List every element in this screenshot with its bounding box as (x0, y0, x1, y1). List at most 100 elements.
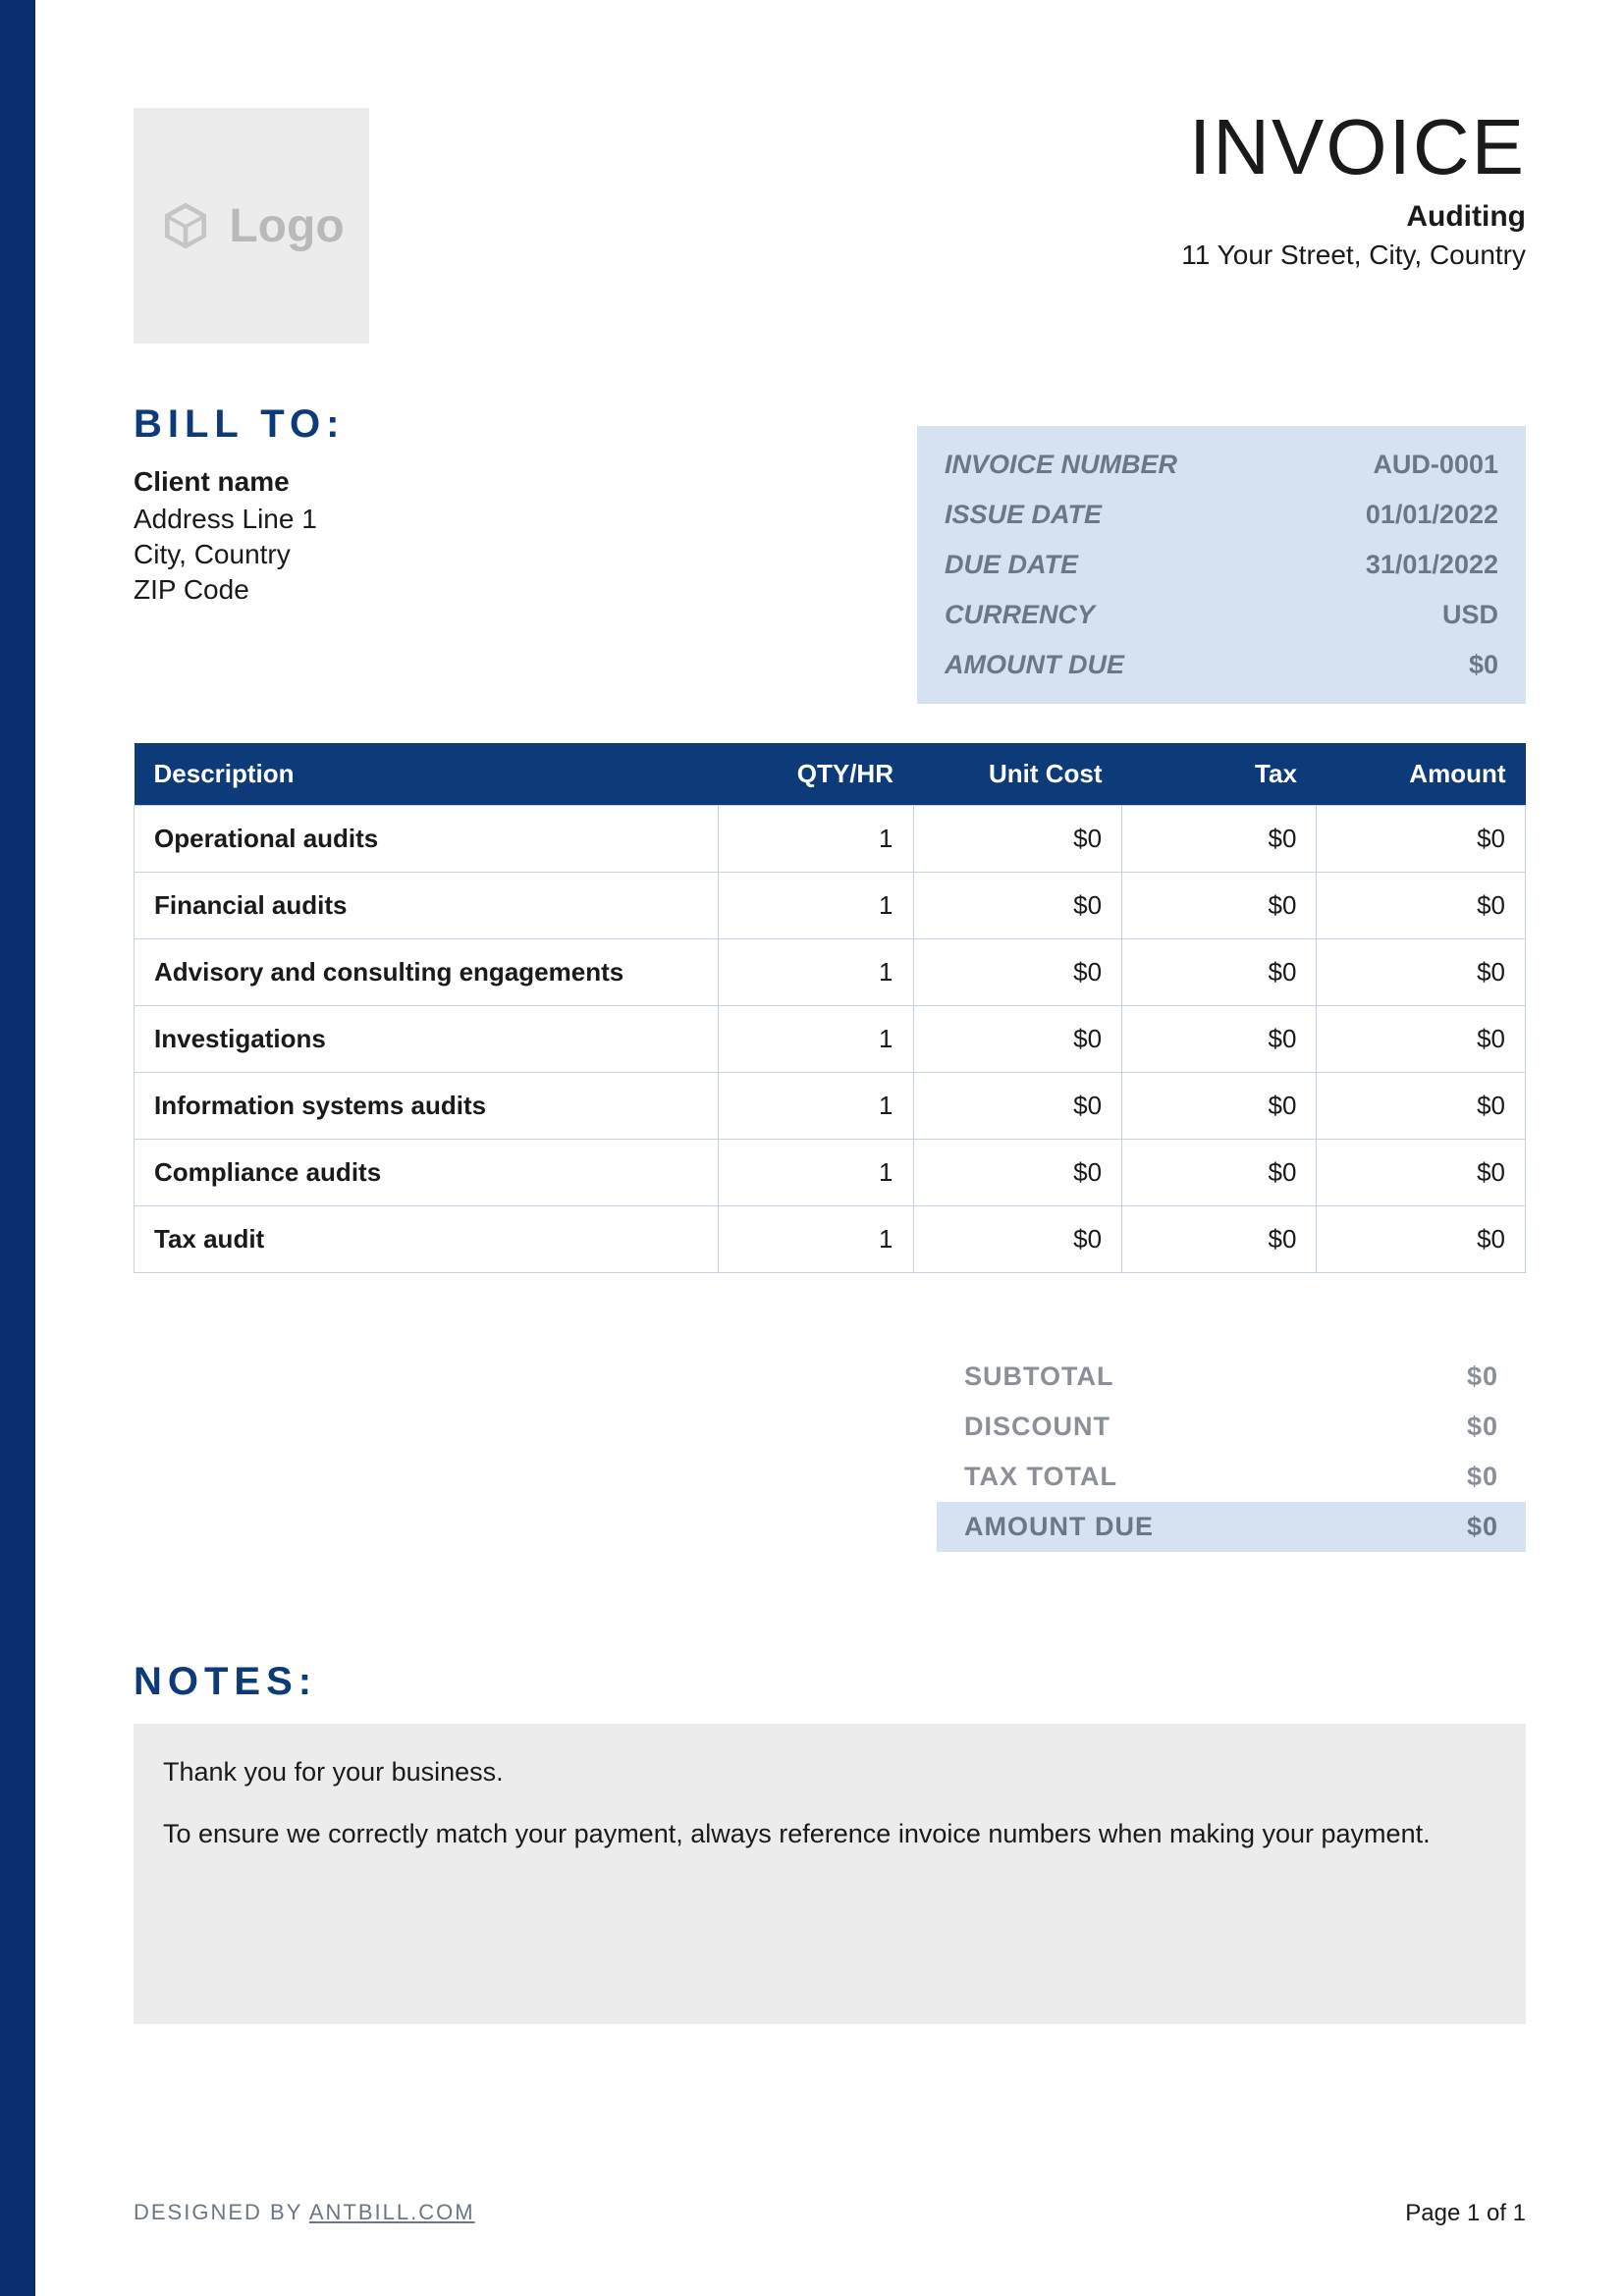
cell-unit: $0 (913, 806, 1122, 873)
cell-qty: 1 (719, 1140, 913, 1206)
meta-row: ISSUE DATE01/01/2022 (917, 490, 1526, 540)
notes-heading: NOTES: (134, 1660, 1526, 1704)
total-value: $0 (1467, 1462, 1498, 1492)
table-row: Investigations1$0$0$0 (135, 1006, 1526, 1073)
cell-amount: $0 (1317, 1073, 1526, 1140)
meta-label: INVOICE NUMBER (945, 450, 1177, 480)
notes-paragraph: To ensure we correctly match your paymen… (163, 1815, 1496, 1853)
cell-qty: 1 (719, 1073, 913, 1140)
logo-placeholder: Logo (134, 108, 369, 344)
client-name: Client name (134, 466, 345, 498)
cell-tax: $0 (1122, 1206, 1317, 1273)
table-row: Operational audits1$0$0$0 (135, 806, 1526, 873)
page-number: Page 1 of 1 (1405, 2200, 1526, 2227)
cell-amount: $0 (1317, 806, 1526, 873)
cell-qty: 1 (719, 1206, 913, 1273)
invoice-meta-box: INVOICE NUMBER AUD-0001 ISSUE DATE01/01/20… (917, 426, 1526, 704)
total-label: SUBTOTAL (964, 1362, 1114, 1392)
table-row: Information systems audits1$0$0$0 (135, 1073, 1526, 1140)
cell-amount: $0 (1317, 939, 1526, 1006)
cell-unit: $0 (913, 1206, 1122, 1273)
column-header: Amount (1317, 743, 1526, 806)
company-address: 11 Your Street, City, Country (1181, 240, 1526, 271)
cell-desc: Advisory and consulting engagements (135, 939, 719, 1006)
cell-tax: $0 (1122, 939, 1317, 1006)
cell-amount: $0 (1317, 873, 1526, 939)
cell-tax: $0 (1122, 1073, 1317, 1140)
notes-box: Thank you for your business. To ensure we… (134, 1724, 1526, 2024)
cell-amount: $0 (1317, 1206, 1526, 1273)
meta-label: AMOUNT DUE (945, 650, 1124, 680)
cell-tax: $0 (1122, 1140, 1317, 1206)
table-row: Advisory and consulting engagements1$0$0… (135, 939, 1526, 1006)
notes-paragraph: Thank you for your business. (163, 1753, 1496, 1791)
meta-label: DUE DATE (945, 550, 1078, 580)
meta-value: 31/01/2022 (1366, 550, 1498, 580)
cell-qty: 1 (719, 939, 913, 1006)
meta-row: INVOICE NUMBER AUD-0001 (917, 440, 1526, 490)
header-right: INVOICE Auditing 11 Your Street, City, C… (1181, 108, 1526, 271)
cell-qty: 1 (719, 806, 913, 873)
total-line: DISCOUNT$0 (937, 1402, 1526, 1452)
cell-desc: Tax audit (135, 1206, 719, 1273)
total-label: AMOUNT DUE (964, 1512, 1154, 1542)
logo-text: Logo (229, 199, 344, 253)
cell-desc: Compliance audits (135, 1140, 719, 1206)
meta-value: USD (1442, 600, 1498, 630)
cell-unit: $0 (913, 1140, 1122, 1206)
meta-row: DUE DATE 31/01/2022 (917, 540, 1526, 590)
line-items-table: DescriptionQTY/HRUnit CostTaxAmount Oper… (134, 743, 1526, 1273)
accent-left-bar (0, 0, 35, 2296)
table-row: Financial audits1$0$0$0 (135, 873, 1526, 939)
column-header: QTY/HR (719, 743, 913, 806)
meta-value: 01/01/2022 (1366, 500, 1498, 530)
totals-block: SUBTOTAL$0DISCOUNT$0TAX TOTAL$0AMOUNT DU… (937, 1352, 1526, 1552)
cell-desc: Investigations (135, 1006, 719, 1073)
cell-unit: $0 (913, 1073, 1122, 1140)
total-value: $0 (1467, 1412, 1498, 1442)
invoice-title: INVOICE (1181, 108, 1526, 187)
cell-amount: $0 (1317, 1140, 1526, 1206)
cell-desc: Information systems audits (135, 1073, 719, 1140)
cell-unit: $0 (913, 1006, 1122, 1073)
column-header: Description (135, 743, 719, 806)
meta-value: AUD-0001 (1373, 450, 1498, 480)
cell-qty: 1 (719, 1006, 913, 1073)
meta-value: $0 (1469, 650, 1498, 680)
meta-row: AMOUNT DUE $0 (917, 640, 1526, 690)
footer: DESIGNED BY ANTBILL.COM Page 1 of 1 (134, 2200, 1526, 2227)
total-line: SUBTOTAL $0 (937, 1352, 1526, 1402)
client-address-line: ZIP Code (134, 574, 345, 606)
column-header: Tax (1122, 743, 1317, 806)
cell-tax: $0 (1122, 873, 1317, 939)
table-header-row: DescriptionQTY/HRUnit CostTaxAmount (135, 743, 1526, 806)
total-amount-due: AMOUNT DUE $0 (937, 1502, 1526, 1552)
cube-icon (158, 198, 213, 253)
client-address-line: City, Country (134, 539, 345, 570)
total-value: $0 (1467, 1362, 1498, 1392)
header: Logo INVOICE Auditing 11 Your Street, Ci… (134, 108, 1526, 344)
total-line: TAX TOTAL $0 (937, 1452, 1526, 1502)
client-address-line: Address Line 1 (134, 504, 345, 535)
billto-meta-row: BILL TO: Client name Address Line 1 City… (134, 402, 1526, 704)
designed-by-prefix: DESIGNED BY (134, 2200, 309, 2224)
cell-amount: $0 (1317, 1006, 1526, 1073)
column-header: Unit Cost (913, 743, 1122, 806)
total-label: TAX TOTAL (964, 1462, 1117, 1492)
cell-tax: $0 (1122, 806, 1317, 873)
cell-desc: Financial audits (135, 873, 719, 939)
bill-to-block: BILL TO: Client name Address Line 1 City… (134, 402, 345, 610)
designed-by: DESIGNED BY ANTBILL.COM (134, 2200, 475, 2227)
invoice-page: Logo INVOICE Auditing 11 Your Street, Ci… (35, 0, 1624, 2296)
designed-by-link[interactable]: ANTBILL.COM (309, 2200, 475, 2224)
cell-unit: $0 (913, 939, 1122, 1006)
cell-unit: $0 (913, 873, 1122, 939)
table-row: Tax audit1$0$0$0 (135, 1206, 1526, 1273)
cell-desc: Operational audits (135, 806, 719, 873)
total-value: $0 (1467, 1512, 1498, 1542)
table-row: Compliance audits1$0$0$0 (135, 1140, 1526, 1206)
meta-row: CURRENCY USD (917, 590, 1526, 640)
meta-label: CURRENCY (945, 600, 1095, 630)
company-name: Auditing (1181, 200, 1526, 234)
cell-tax: $0 (1122, 1006, 1317, 1073)
